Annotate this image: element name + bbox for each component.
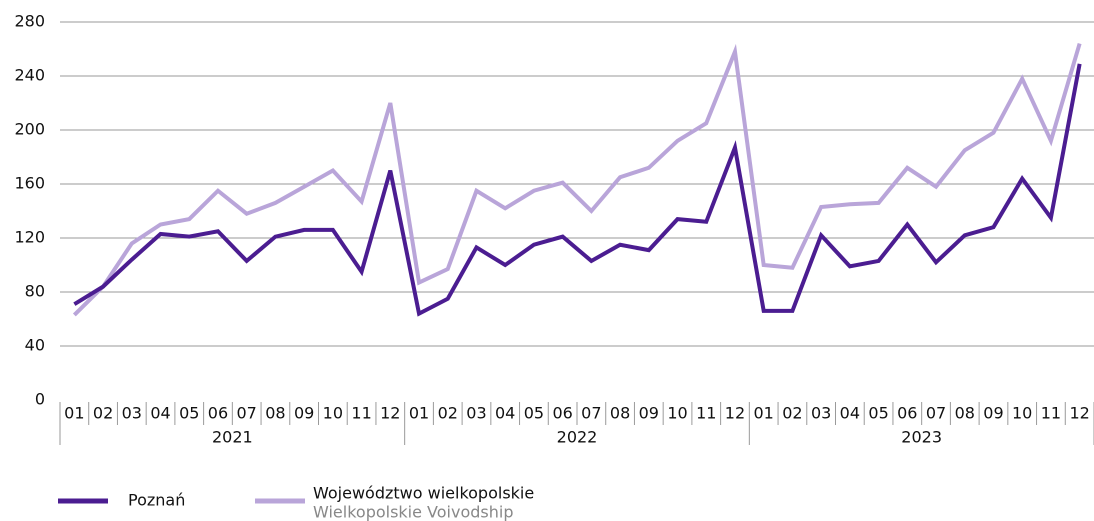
x-tick-label: 03 [811, 404, 831, 423]
x-tick-label: 12 [725, 404, 745, 423]
series-line [73, 63, 1082, 317]
x-tick-label: 05 [524, 404, 544, 423]
year-label: 2021 [212, 428, 253, 447]
y-tick-label: 200 [14, 120, 45, 139]
x-tick-label: 07 [926, 404, 946, 423]
x-tick-label: 10 [323, 404, 343, 423]
y-tick-label: 80 [25, 282, 45, 301]
x-tick-label: 04 [840, 404, 860, 423]
x-tick-label: 10 [667, 404, 687, 423]
x-tick-label: 06 [208, 404, 228, 423]
x-tick-label: 06 [552, 404, 572, 423]
x-tick-label: 10 [1012, 404, 1032, 423]
y-tick-label: 240 [14, 66, 45, 85]
x-tick-label: 06 [897, 404, 917, 423]
x-tick-label: 12 [1069, 404, 1089, 423]
legend-label: Województwo wielkopolskie [313, 484, 534, 503]
x-tick-label: 11 [696, 404, 716, 423]
y-tick-label: 40 [25, 336, 45, 355]
x-tick-label: 02 [782, 404, 802, 423]
x-tick-label: 03 [466, 404, 486, 423]
legend-label: Poznań [128, 491, 185, 510]
x-tick-label: 08 [955, 404, 975, 423]
series-line [72, 43, 1082, 317]
x-tick-label: 08 [610, 404, 630, 423]
x-tick-label: 01 [64, 404, 84, 423]
x-tick-label: 01 [754, 404, 774, 423]
x-tick-label: 03 [122, 404, 142, 423]
x-tick-label: 11 [1041, 404, 1061, 423]
y-tick-label: 0 [35, 390, 45, 409]
legend-label-en: Wielkopolskie Voivodship [313, 503, 513, 521]
x-tick-label: 09 [639, 404, 659, 423]
y-tick-label: 120 [14, 228, 45, 247]
x-tick-label: 07 [237, 404, 257, 423]
x-tick-label: 09 [983, 404, 1003, 423]
year-label: 2022 [557, 428, 598, 447]
y-tick-label: 160 [14, 174, 45, 193]
year-label: 2023 [901, 428, 942, 447]
x-tick-label: 11 [351, 404, 371, 423]
x-tick-label: 04 [495, 404, 515, 423]
x-tick-label: 07 [581, 404, 601, 423]
x-tick-label: 09 [294, 404, 314, 423]
y-tick-label: 280 [14, 12, 45, 31]
x-tick-label: 05 [868, 404, 888, 423]
x-tick-label: 04 [150, 404, 170, 423]
x-tick-label: 08 [265, 404, 285, 423]
x-tick-label: 05 [179, 404, 199, 423]
x-tick-label: 01 [409, 404, 429, 423]
x-tick-label: 12 [380, 404, 400, 423]
x-tick-label: 02 [93, 404, 113, 423]
x-tick-label: 02 [438, 404, 458, 423]
